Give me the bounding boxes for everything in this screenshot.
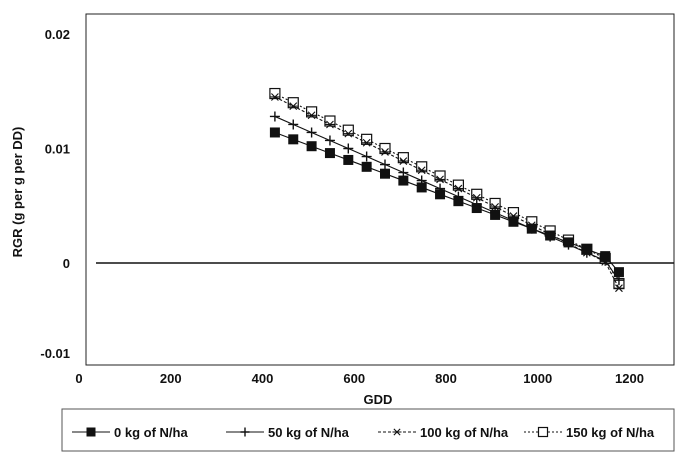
data-point: [392, 428, 402, 436]
plot-area: [85, 13, 675, 366]
data-point: [416, 166, 427, 175]
data-point: [453, 196, 464, 207]
data-point: [324, 120, 335, 129]
data-point: [343, 154, 354, 165]
data-point: [398, 157, 409, 165]
data-point: [416, 161, 428, 173]
data-point: [343, 143, 354, 154]
data-point: [613, 267, 624, 278]
data-point: [380, 148, 390, 156]
data-point: [287, 97, 299, 109]
data-point: [453, 184, 464, 193]
data-point: [361, 151, 372, 162]
data-point: [537, 426, 549, 438]
data-point: [361, 161, 372, 172]
data-point: [471, 193, 482, 202]
x-tick-label: 1200: [615, 371, 644, 386]
data-point: [306, 111, 317, 120]
data-point: [269, 127, 280, 138]
data-point: [398, 175, 409, 186]
x-tick-label: 0: [75, 371, 82, 386]
x-tick-labels: 0 200 400 600 800 1000 1200: [75, 371, 644, 386]
data-point: [288, 102, 299, 111]
x-axis-title: GDD: [364, 392, 393, 407]
legend-item: 100 kg of N/ha: [378, 425, 509, 440]
y-axis-title: RGR (g per g per DD): [10, 127, 25, 258]
data-point: [435, 175, 446, 184]
data-point: [306, 127, 317, 138]
y-tick-label: 0: [63, 256, 70, 271]
y-tick-label: -0.01: [40, 346, 70, 361]
data-point: [86, 427, 96, 437]
data-point: [490, 209, 501, 220]
data-point: [288, 134, 299, 145]
data-point: [526, 223, 537, 234]
legend-label: 100 kg of N/ha: [420, 425, 509, 440]
data-point: [324, 135, 335, 146]
series-0: [269, 127, 624, 278]
data-point: [434, 170, 446, 182]
data-point: [343, 129, 354, 138]
data-point: [269, 87, 281, 100]
legend-label: 50 kg of N/ha: [268, 425, 350, 440]
data-point: [324, 148, 335, 159]
legend-label: 0 kg of N/ha: [114, 425, 188, 440]
data-point: [397, 152, 409, 164]
series-layer: [269, 87, 625, 293]
y-tick-label: 0.01: [45, 142, 70, 157]
data-point: [342, 124, 354, 136]
data-point: [435, 189, 446, 200]
data-point: [471, 203, 482, 214]
legend: 0 kg of N/ha 50 kg of N/ha 100 kg of N/ha 1…: [72, 425, 655, 440]
x-tick-label: 600: [343, 371, 365, 386]
data-point: [361, 133, 373, 145]
legend-item: 0 kg of N/ha: [72, 425, 188, 440]
data-point: [380, 159, 390, 170]
data-point: [379, 142, 391, 155]
legend-item: 150 kg of N/ha: [524, 425, 655, 440]
x-tick-label: 800: [435, 371, 457, 386]
data-point: [306, 106, 318, 118]
data-point: [240, 427, 250, 437]
data-point: [490, 203, 501, 211]
data-point: [563, 237, 574, 248]
legend-label: 150 kg of N/ha: [566, 425, 655, 440]
y-tick-labels: 0.02 0.01 0 -0.01: [40, 27, 70, 361]
data-point: [581, 244, 592, 255]
data-point: [545, 230, 556, 241]
x-tick-label: 1000: [523, 371, 552, 386]
x-tick-label: 200: [160, 371, 182, 386]
data-point: [269, 111, 280, 122]
data-point: [380, 168, 390, 179]
data-point: [361, 138, 372, 147]
y-tick-label: 0.02: [45, 27, 70, 42]
legend-box: [61, 408, 675, 452]
data-point: [324, 115, 336, 127]
data-point: [471, 188, 483, 200]
data-point: [416, 182, 427, 193]
x-tick-label: 400: [252, 371, 274, 386]
data-point: [306, 141, 317, 152]
data-point: [613, 284, 624, 293]
data-point: [600, 251, 611, 262]
data-point: [452, 179, 464, 191]
data-point: [508, 216, 519, 227]
data-point: [269, 93, 280, 101]
data-point: [288, 119, 299, 130]
legend-item: 50 kg of N/ha: [226, 425, 350, 440]
